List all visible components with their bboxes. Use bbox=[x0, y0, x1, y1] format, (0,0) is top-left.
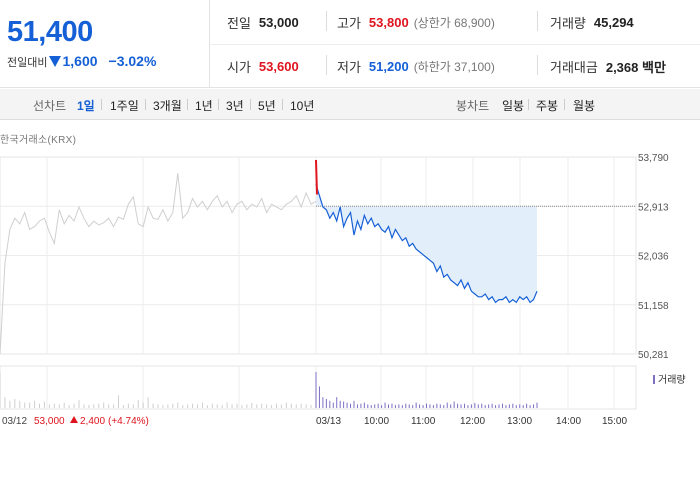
stat-label: 시가 bbox=[227, 59, 251, 75]
volume-legend-swatch bbox=[653, 375, 655, 384]
divider bbox=[537, 55, 538, 75]
x-tick-label: 14:00 bbox=[556, 416, 581, 427]
volume-bars bbox=[0, 372, 538, 408]
y-tick-label: 53,790 bbox=[638, 153, 669, 164]
data-source: 한국거래소(KRX) bbox=[0, 135, 77, 146]
x-tick-label: 10:00 bbox=[364, 416, 389, 427]
stat-low: 저가 51,200 (하한가 37,100) bbox=[337, 44, 495, 88]
tab-3y[interactable]: 3년 bbox=[226, 99, 244, 113]
volume-panel-border bbox=[0, 365, 637, 410]
divider bbox=[101, 99, 102, 110]
stat-open: 시가 53,600 bbox=[227, 44, 299, 88]
x-tick-label: 03/13 bbox=[316, 416, 341, 427]
divider bbox=[326, 11, 327, 31]
stat-value: 2,368 백만 bbox=[605, 59, 666, 75]
lower-limit: (하한가 37,100) bbox=[413, 59, 495, 74]
divider bbox=[218, 99, 219, 110]
volume-legend-label: 거래량 bbox=[658, 374, 686, 386]
divider bbox=[145, 99, 146, 110]
x-tick-label: 12:00 bbox=[460, 416, 485, 427]
stat-prev-close: 전일 53,000 bbox=[227, 0, 299, 44]
line-chart-label: 선차트 bbox=[33, 99, 67, 113]
divider bbox=[250, 99, 251, 110]
tab-monthly-candle[interactable]: 월봉 bbox=[573, 99, 596, 113]
divider bbox=[210, 44, 700, 45]
stat-label: 전일 bbox=[227, 15, 251, 31]
x-axis-labels: 03/13 10:00 11:00 12:00 13:00 14:00 15:00 bbox=[316, 416, 627, 427]
tab-1y[interactable]: 1년 bbox=[195, 99, 213, 113]
stat-trade-value: 거래대금 2,368 백만 bbox=[550, 44, 666, 88]
divider bbox=[326, 55, 327, 75]
stat-value: 53,000 bbox=[258, 14, 299, 30]
price-box: 51,400 전일대비 1,600 −3.02% bbox=[0, 0, 210, 88]
down-arrow-icon bbox=[49, 56, 62, 67]
y-tick-label: 50,281 bbox=[638, 350, 669, 361]
stat-label: 고가 bbox=[337, 15, 361, 31]
divider bbox=[282, 99, 283, 110]
up-arrow-icon bbox=[70, 416, 78, 423]
tab-weekly-candle[interactable]: 주봉 bbox=[536, 99, 559, 113]
footer-date: 03/12 bbox=[2, 416, 27, 427]
today-line bbox=[315, 184, 538, 304]
stat-label: 거래대금 bbox=[550, 59, 598, 75]
x-tick-label: 13:00 bbox=[507, 416, 532, 427]
tab-daily-candle[interactable]: 일봉 bbox=[502, 99, 525, 113]
stat-volume: 거래량 45,294 bbox=[550, 0, 634, 44]
chart-period-tabs: 선차트 1일 1주일 3개월 1년 3년 5년 10년 봉차트 일봉 주봉 월봉 bbox=[0, 89, 700, 120]
footer-close: 53,000 bbox=[34, 416, 65, 427]
candle-chart-label: 봉차트 bbox=[456, 99, 490, 113]
prev-day-line bbox=[0, 173, 317, 355]
tab-3m[interactable]: 3개월 bbox=[153, 99, 182, 113]
x-tick-label: 15:00 bbox=[602, 416, 627, 427]
open-marker bbox=[315, 159, 318, 195]
stat-label: 저가 bbox=[337, 59, 361, 75]
divider bbox=[187, 99, 188, 110]
divider bbox=[537, 11, 538, 31]
change-row: 전일대비 1,600 −3.02% bbox=[7, 53, 156, 70]
x-tick-label: 11:00 bbox=[411, 416, 436, 427]
change-percent: −3.02% bbox=[108, 53, 157, 69]
divider bbox=[564, 99, 565, 110]
y-tick-label: 52,913 bbox=[638, 202, 669, 213]
stat-value: 53,800 bbox=[368, 14, 409, 30]
today-area-fill bbox=[316, 184, 537, 303]
volume-legend: 거래량 bbox=[653, 374, 686, 386]
tab-1w[interactable]: 1주일 bbox=[110, 99, 139, 113]
tab-5y[interactable]: 5년 bbox=[258, 99, 276, 113]
stat-high: 고가 53,800 (상한가 68,900) bbox=[337, 0, 495, 44]
change-label: 전일대비 bbox=[7, 57, 48, 69]
tab-1d[interactable]: 1일 bbox=[77, 99, 95, 113]
price-chart: 53,790 52,913 52,036 51,158 50,281 03/13 10:0… bbox=[0, 153, 686, 427]
stat-label: 거래량 bbox=[550, 15, 586, 31]
stat-value: 53,600 bbox=[258, 58, 299, 74]
footer-change-pct: (+4.74%) bbox=[108, 416, 149, 427]
y-tick-label: 51,158 bbox=[638, 301, 669, 312]
y-tick-label: 52,036 bbox=[638, 252, 669, 263]
quote-summary: 51,400 전일대비 1,600 −3.02% 전일 53,000 고가 53… bbox=[0, 0, 700, 88]
stat-value: 51,200 bbox=[368, 58, 409, 74]
change-value: 1,600 bbox=[62, 53, 98, 69]
tab-10y[interactable]: 10년 bbox=[290, 99, 315, 113]
stat-value: 45,294 bbox=[593, 14, 634, 30]
prev-day-footer: 03/12 53,000 2,400 (+4.74%) bbox=[2, 416, 149, 427]
upper-limit: (상한가 68,900) bbox=[413, 15, 495, 30]
current-price: 51,400 bbox=[7, 16, 93, 48]
y-axis-labels: 53,790 52,913 52,036 51,158 50,281 bbox=[638, 153, 669, 361]
footer-change: 2,400 bbox=[80, 416, 105, 427]
divider bbox=[528, 99, 529, 110]
